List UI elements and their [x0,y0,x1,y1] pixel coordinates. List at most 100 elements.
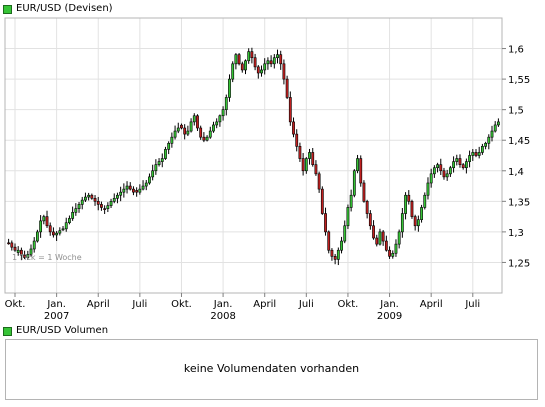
candle-body [298,146,302,159]
candle-body [288,97,292,123]
candle-body [324,213,327,233]
candle-body [320,188,324,214]
candle-body [196,115,199,129]
x-tick-label: Okt. [171,299,192,310]
x-year-label: 2007 [44,311,69,322]
candle-body [426,182,430,196]
candle-body [304,158,308,172]
y-tick-label: 1,5 [508,106,524,117]
x-tick-label: April [87,299,110,310]
candle-body [311,152,315,165]
candle-body [48,225,52,233]
volume-message: keine Volumendaten vorhanden [183,362,360,375]
candle-body [23,254,27,258]
candle-body [32,240,36,250]
y-tick-label: 1,3 [508,228,524,239]
candle-body [202,136,206,141]
candle-body [439,164,443,172]
candle-body [218,115,222,123]
candle-body [292,121,295,135]
candle-body [16,249,20,253]
x-tick-label: Juli [464,299,480,310]
candle-body [458,158,462,165]
candle-body [176,127,180,132]
candle-body [429,173,433,184]
candle-body [269,60,273,65]
candle-body [164,149,167,159]
candle-body [144,182,148,187]
candle-body [362,182,366,202]
candle-body [388,249,391,257]
chart-grid [5,18,502,293]
candle-body [256,66,260,74]
candle-body [71,212,75,219]
candle-body [455,158,459,162]
x-tick-label: Okt. [5,299,26,310]
candle-body [384,240,388,251]
price-legend-swatch [3,4,12,14]
x-tick-label: Juli [131,299,147,310]
candle-body [244,60,247,71]
y-tick-label: 1,45 [508,136,530,147]
candle-body [212,124,215,132]
candle-body [493,124,497,132]
candle-body [135,190,139,193]
candle-body [154,164,158,172]
candle-body [442,170,446,178]
candle-body [205,136,209,141]
candle-body [487,136,491,144]
candle-body [336,249,340,260]
x-tick-label: Jan. [379,299,399,310]
candle-body [234,54,238,65]
x-year-label: 2009 [377,311,402,322]
candle-body [74,208,78,213]
candle-body [368,213,372,227]
tick-note: 1 Tick = 1 Woche [12,253,82,262]
candle-body [160,158,164,162]
candle-body [96,201,100,205]
candle-body [224,97,228,110]
candle-body [420,207,423,220]
candle-body [189,121,193,132]
candle-body [359,158,363,184]
candle-body [167,142,171,150]
candle-body [464,161,468,169]
candle-body [423,194,427,208]
candle-body [416,219,420,227]
volume-legend: EUR/USD Volumen [3,325,108,337]
candle-body [132,188,135,193]
candle-body [151,170,155,178]
candle-body [317,173,321,190]
candle-body [448,167,452,175]
candle-body [314,164,318,175]
plot-area-border [4,17,503,294]
candle-body [29,248,33,255]
candle-body [282,63,286,80]
y-axis-ticks: 1,25 1,3 1,35 1,4 1,45 1,5 1,55 1,6 [502,45,530,269]
price-legend-label: EUR/USD (Devisen) [16,3,113,14]
candle-body [272,57,276,65]
candle-body [477,152,481,156]
candle-body [116,194,119,199]
candle-body [221,109,225,117]
candle-body [436,164,439,169]
candle-body [253,57,257,68]
candle-body [352,170,356,196]
candle-body [84,196,87,201]
candle-body [247,51,251,62]
candle-body [170,136,174,144]
x-tick-label: Jan. [46,299,66,310]
candle-body [404,194,407,214]
candle-body [13,246,17,251]
candle-body [183,127,187,135]
candle-body [330,249,334,257]
candle-body [106,205,110,209]
candle-body [295,133,299,147]
candle-body [484,142,487,147]
x-tick-label: April [253,299,276,310]
x-year-label: 2008 [210,311,235,322]
candle-body [407,194,411,202]
candle-body [231,63,235,80]
candle-body [80,199,84,205]
